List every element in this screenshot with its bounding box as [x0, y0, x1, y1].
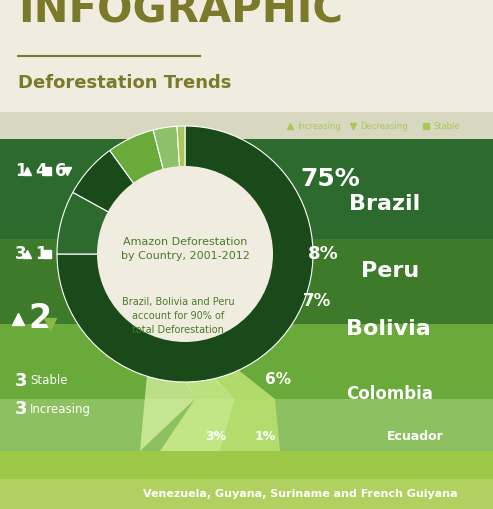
Text: 3: 3: [15, 372, 28, 390]
Text: Deforestation Trends: Deforestation Trends: [18, 74, 231, 92]
Wedge shape: [57, 192, 185, 254]
Text: Ecuador: Ecuador: [387, 431, 443, 443]
Text: Increasing: Increasing: [297, 122, 341, 130]
Text: 1: 1: [15, 162, 27, 180]
Circle shape: [97, 166, 273, 342]
Text: Brazil, Bolivia and Peru
account for 90% of
total Deforestation: Brazil, Bolivia and Peru account for 90%…: [122, 297, 234, 335]
Text: Decreasing: Decreasing: [360, 122, 408, 130]
Bar: [0, 479, 493, 509]
Text: Bolivia: Bolivia: [346, 319, 430, 339]
Bar: [0, 239, 493, 324]
Bar: [0, 451, 493, 479]
Wedge shape: [153, 126, 185, 254]
Bar: [0, 112, 493, 139]
Polygon shape: [163, 342, 235, 399]
Bar: [0, 112, 493, 239]
Text: Colombia: Colombia: [347, 385, 433, 403]
Bar: [0, 112, 493, 509]
Polygon shape: [220, 399, 280, 451]
Text: 2: 2: [28, 302, 51, 335]
Text: Stable: Stable: [30, 375, 68, 387]
Wedge shape: [110, 130, 185, 254]
Text: Venezuela, Guyana, Suriname and French Guiyana: Venezuela, Guyana, Suriname and French G…: [142, 489, 458, 499]
Wedge shape: [57, 126, 313, 382]
Text: 7%: 7%: [303, 292, 331, 310]
Bar: [0, 399, 493, 451]
Wedge shape: [177, 126, 185, 254]
Text: 1: 1: [35, 245, 46, 263]
Text: 1%: 1%: [255, 431, 276, 443]
Text: 3%: 3%: [205, 431, 226, 443]
Polygon shape: [175, 342, 275, 399]
Polygon shape: [160, 399, 235, 451]
Text: 3: 3: [15, 245, 27, 263]
Bar: [0, 324, 493, 399]
Text: 4: 4: [35, 162, 47, 180]
Text: INFOGRAPHIC: INFOGRAPHIC: [18, 0, 343, 31]
Text: 8%: 8%: [308, 245, 339, 263]
Polygon shape: [140, 342, 195, 451]
Text: 6: 6: [55, 162, 67, 180]
Text: Amazon Deforestation
by Country, 2001-2012: Amazon Deforestation by Country, 2001-20…: [121, 237, 249, 262]
Text: Stable: Stable: [433, 122, 459, 130]
Text: 75%: 75%: [300, 167, 360, 191]
Text: Brazil: Brazil: [350, 194, 421, 214]
Text: 6%: 6%: [265, 372, 291, 386]
Text: Increasing: Increasing: [30, 403, 91, 415]
Wedge shape: [73, 151, 185, 254]
Text: 3: 3: [15, 400, 28, 418]
Text: Peru: Peru: [361, 261, 419, 281]
